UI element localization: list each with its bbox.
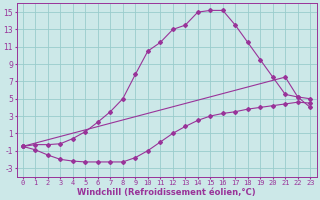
X-axis label: Windchill (Refroidissement éolien,°C): Windchill (Refroidissement éolien,°C) [77, 188, 256, 197]
